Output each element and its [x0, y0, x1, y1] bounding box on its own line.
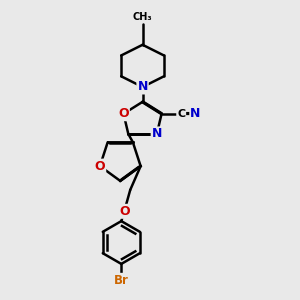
Text: CH₃: CH₃ — [133, 12, 152, 22]
Text: O: O — [94, 160, 105, 172]
Text: N: N — [152, 128, 162, 140]
Text: N: N — [137, 80, 148, 94]
Text: Br: Br — [114, 274, 129, 287]
Text: O: O — [119, 205, 130, 218]
Text: O: O — [118, 107, 129, 120]
Text: N: N — [190, 107, 201, 120]
Text: C: C — [177, 109, 185, 119]
